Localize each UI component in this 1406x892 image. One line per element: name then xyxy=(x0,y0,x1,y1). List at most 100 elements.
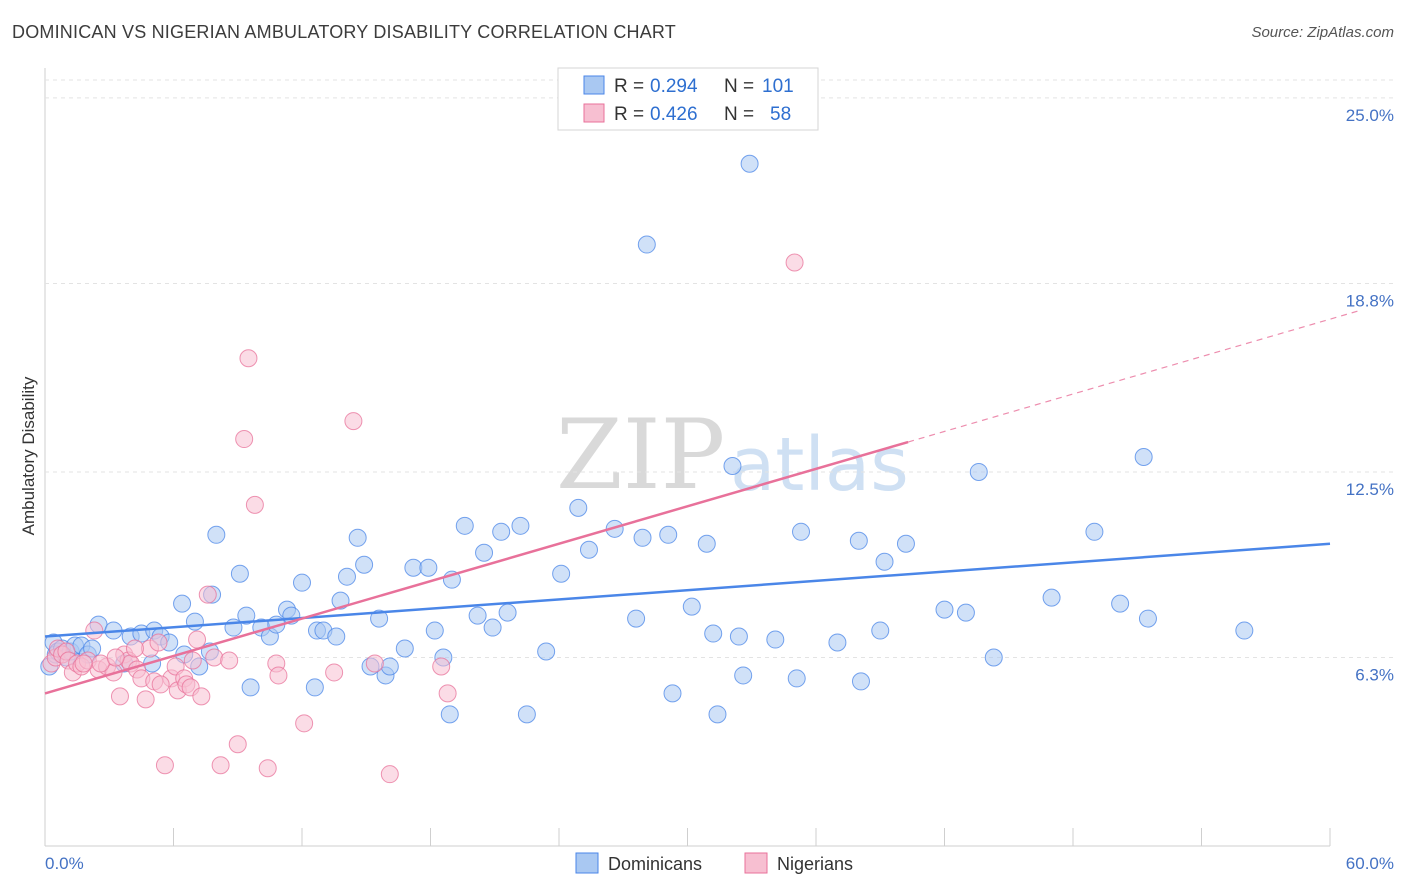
dominican-point xyxy=(569,498,588,517)
dominican-point xyxy=(185,612,204,631)
dominican-point xyxy=(404,558,423,577)
nigerian-point xyxy=(125,639,144,658)
nigerian-point xyxy=(438,684,457,703)
legend-swatch-dominicans xyxy=(583,75,605,95)
series-legend: Dominicans Nigerians xyxy=(575,852,853,874)
x-ticks xyxy=(44,828,1331,846)
dominican-point xyxy=(348,528,367,547)
dominican-point xyxy=(682,597,701,616)
nigerian-point xyxy=(198,585,217,604)
dominican-point xyxy=(663,684,682,703)
nigerian-point xyxy=(325,663,344,682)
dominican-point xyxy=(355,555,374,574)
legend-r-label-2: R = xyxy=(614,104,644,125)
y-tick-label: 25.0% xyxy=(1346,106,1394,125)
dominican-point xyxy=(828,633,847,652)
dominican-point xyxy=(734,666,753,685)
y-tick-label: 18.8% xyxy=(1346,291,1394,310)
nigerian-point xyxy=(235,430,254,449)
dominican-point xyxy=(984,648,1003,667)
bottom-legend-label-dominicans: Dominicans xyxy=(608,854,702,874)
dominican-point xyxy=(659,525,678,544)
dominican-point xyxy=(475,543,494,562)
dominican-point xyxy=(766,630,785,649)
dominican-point xyxy=(969,462,988,481)
nigerian-point xyxy=(211,756,230,775)
nigerian-point xyxy=(91,654,110,673)
y-tick-label: 6.3% xyxy=(1355,665,1394,684)
dominican-trend-line xyxy=(44,542,1331,638)
x-tick-label-min: 0.0% xyxy=(45,854,84,873)
dominican-point xyxy=(633,528,652,547)
dominican-point xyxy=(237,606,256,625)
legend-n-value-1: 101 xyxy=(762,76,794,97)
dominican-point xyxy=(1235,621,1254,640)
dominican-point xyxy=(492,522,511,541)
dominican-point xyxy=(1085,522,1104,541)
nigerian-point xyxy=(295,714,314,733)
nigerian-trend-extension xyxy=(907,309,1361,443)
dominican-point xyxy=(241,678,260,697)
nigerian-point xyxy=(151,675,170,694)
watermark-atlas: atlas xyxy=(730,422,909,508)
dominican-point xyxy=(498,603,517,622)
chart-title: DOMINICAN VS NIGERIAN AMBULATORY DISABIL… xyxy=(12,22,677,42)
nigerian-point xyxy=(106,648,125,667)
dominican-point xyxy=(851,672,870,691)
legend-r-value-2: 0.426 xyxy=(650,104,698,125)
legend-r-value-1: 0.294 xyxy=(650,76,698,97)
nigerian-point xyxy=(220,651,239,670)
nigerian-point xyxy=(205,648,224,667)
dominican-point xyxy=(729,627,748,646)
nigerian-point xyxy=(432,657,451,676)
dominican-point xyxy=(395,639,414,658)
legend-n-value-2: 58 xyxy=(770,104,791,125)
nigerian-point xyxy=(239,349,258,368)
nigerian-point xyxy=(344,412,363,431)
dominican-point xyxy=(708,705,727,724)
y-tick-label: 12.5% xyxy=(1346,480,1394,499)
dominican-point xyxy=(740,154,759,173)
dominican-point xyxy=(871,621,890,640)
dominican-point xyxy=(1111,594,1130,613)
dominican-point xyxy=(440,705,459,724)
bottom-legend-swatch-nigerians xyxy=(744,852,768,874)
dominican-point xyxy=(537,642,556,661)
dominican-point xyxy=(697,534,716,553)
watermark-zip: ZIP xyxy=(556,399,725,511)
dominican-point xyxy=(230,564,249,583)
legend-n-label-2: N = xyxy=(724,104,754,125)
legend-n-label-1: N = xyxy=(724,76,754,97)
dominican-point xyxy=(511,516,530,535)
dominican-point xyxy=(207,525,226,544)
chart-source: Source: ZipAtlas.com xyxy=(1251,24,1394,41)
dominican-point xyxy=(875,552,894,571)
dominican-point xyxy=(956,603,975,622)
nigerian-point xyxy=(85,621,104,640)
dominican-point xyxy=(787,669,806,688)
dominican-point xyxy=(849,531,868,550)
dominican-point xyxy=(293,573,311,592)
dominican-point xyxy=(337,567,356,586)
correlation-legend: R = 0.294 N = 101 R = 0.426 N = 58 xyxy=(557,67,819,131)
dominican-point xyxy=(552,564,571,583)
trend-lines xyxy=(44,309,1361,695)
dominican-point xyxy=(468,606,487,625)
nigerian-point xyxy=(192,687,211,706)
dominican-point xyxy=(627,609,646,628)
dominican-point xyxy=(305,678,324,697)
nigerian-point xyxy=(110,687,129,706)
dominican-point xyxy=(370,609,389,628)
nigerian-point xyxy=(365,654,384,673)
dominican-point xyxy=(704,624,723,643)
dominican-point xyxy=(723,456,742,475)
dominican-point xyxy=(1138,609,1157,628)
dominican-point xyxy=(1134,448,1153,466)
dominican-point xyxy=(1042,588,1061,607)
bottom-legend-label-nigerians: Nigerians xyxy=(777,854,853,874)
dominican-point xyxy=(327,627,346,646)
nigerian-point xyxy=(380,765,399,784)
dominican-point xyxy=(792,522,811,541)
nigerian-point xyxy=(245,495,264,514)
